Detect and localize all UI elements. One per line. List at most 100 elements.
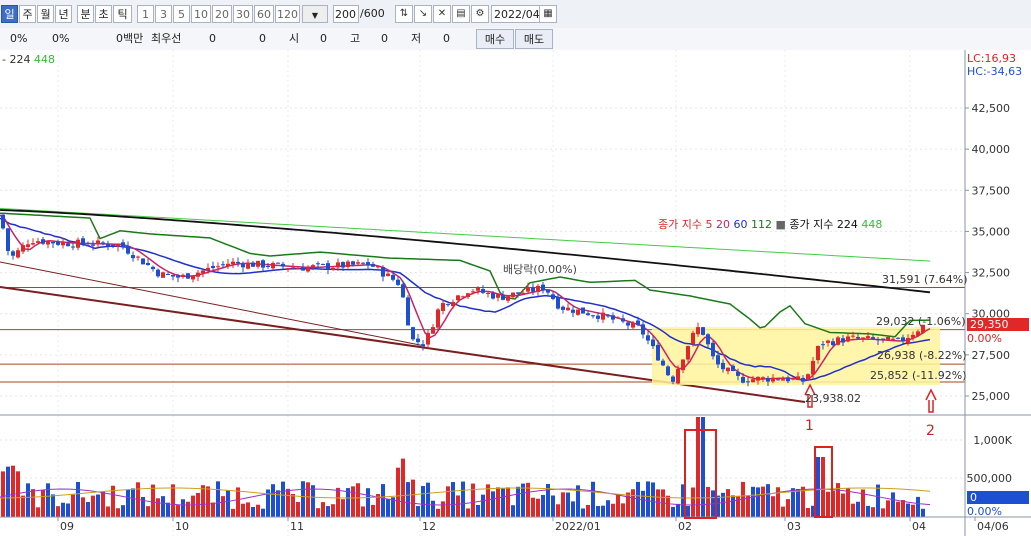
volume-bar	[251, 507, 255, 517]
volume-bar	[241, 503, 245, 517]
quote-bar: 0% 0% 0백만 최우선 0 0 시 0 고 0 저 0 매수 매도	[0, 28, 1031, 51]
candle-up	[791, 378, 795, 380]
volume-bar	[386, 498, 390, 517]
candle-up	[466, 293, 470, 298]
candle-up	[346, 261, 350, 268]
volume-bar	[881, 508, 885, 517]
volume-bar	[546, 483, 550, 517]
interval-3[interactable]: 3	[155, 5, 172, 23]
candle-up	[31, 243, 35, 245]
volume-bar	[306, 482, 310, 517]
candle-down	[186, 273, 190, 279]
change-pct-1: 0%	[10, 32, 28, 45]
candle-up	[231, 261, 235, 265]
volume-bar	[681, 484, 685, 517]
candle-up	[916, 331, 920, 336]
candle-up	[16, 250, 20, 258]
candle-up	[851, 335, 855, 337]
volume-bar	[791, 488, 795, 517]
candle-up	[286, 268, 290, 270]
volume-bar	[856, 501, 860, 517]
candle-down	[821, 344, 825, 346]
level-annotation-2: 29,032 (-1.06%)	[876, 315, 966, 328]
volume-bar	[916, 496, 920, 517]
interval-120[interactable]: 120	[275, 5, 300, 23]
candle-down	[591, 315, 595, 317]
tools-icon[interactable]: ✕	[433, 5, 451, 23]
volume-bar	[21, 495, 25, 517]
volume-bar	[91, 495, 95, 517]
volume-bar	[591, 481, 595, 517]
candle-up	[216, 266, 220, 268]
candle-down	[416, 338, 420, 343]
candle-down	[406, 297, 410, 326]
volume-bar	[726, 489, 730, 517]
volume-bar	[911, 504, 915, 517]
volume-pct: 0.00%	[967, 505, 1002, 518]
volume-bar	[146, 506, 150, 517]
period-second-tab[interactable]: 초	[95, 5, 112, 23]
interval-dropdown[interactable]: ▼	[302, 5, 328, 23]
volume-bar	[276, 490, 280, 517]
save-icon[interactable]: ▤	[452, 5, 470, 23]
candle-up	[526, 287, 530, 292]
calendar-icon[interactable]: ▦	[539, 5, 557, 23]
volume-bar	[771, 496, 775, 517]
volume-bar	[271, 484, 275, 517]
volume-bar	[121, 505, 125, 517]
interval-60[interactable]: 60	[254, 5, 274, 23]
volume-bar	[361, 506, 365, 517]
candle-up	[836, 337, 840, 345]
best-value-1: 0	[209, 32, 216, 45]
volume-ma-line-2	[0, 487, 931, 499]
draw-tool-icon[interactable]: ↘	[414, 5, 432, 23]
gear-icon[interactable]: ⚙	[471, 5, 489, 23]
candle-icon[interactable]: ⇅	[395, 5, 413, 23]
volume-bar	[296, 501, 300, 517]
count-input[interactable]: 200	[333, 5, 359, 23]
candle-up	[726, 367, 730, 372]
interval-1[interactable]: 1	[137, 5, 154, 23]
candle-up	[181, 274, 185, 278]
period-week-tab[interactable]: 주	[19, 5, 36, 23]
price-chart[interactable]: 42,500 40,000 37,500 35,000 32,500 30,000 27,5…	[0, 50, 1031, 536]
volume-bar	[541, 494, 545, 517]
interval-20[interactable]: 20	[212, 5, 232, 23]
volume-bar	[776, 487, 780, 517]
candle-down	[746, 381, 750, 383]
sell-button[interactable]: 매도	[515, 29, 553, 49]
volume-bar	[381, 484, 385, 517]
period-tick-tab[interactable]: 틱	[113, 5, 132, 23]
candle-down	[621, 318, 625, 322]
interval-5[interactable]: 5	[173, 5, 190, 23]
candle-down	[266, 265, 270, 267]
interval-10[interactable]: 10	[191, 5, 211, 23]
time-tick-label: 09	[60, 520, 74, 533]
candle-down	[596, 315, 600, 319]
ma112-line	[0, 212, 931, 338]
volume-bar	[656, 489, 660, 517]
candle-down	[516, 292, 520, 294]
buy-button[interactable]: 매수	[476, 29, 514, 49]
volume-bar	[451, 482, 455, 517]
candle-up	[806, 374, 810, 380]
volume-bar	[216, 481, 220, 517]
volume-bar	[561, 492, 565, 517]
period-minute-tab[interactable]: 분	[77, 5, 94, 23]
interval-30[interactable]: 30	[233, 5, 253, 23]
candle-down	[651, 339, 655, 347]
candle-down	[281, 263, 285, 267]
hc-label: HC:-34,63	[967, 65, 1023, 78]
volume-bar	[851, 503, 855, 517]
period-year-tab[interactable]: 년	[55, 5, 72, 23]
candle-up	[486, 293, 490, 295]
candle-down	[671, 376, 675, 382]
volume-bar	[1, 471, 5, 517]
period-day-tab[interactable]: 일	[1, 5, 18, 23]
candle-up	[26, 244, 30, 248]
volume-bar	[31, 489, 35, 517]
candle-down	[41, 239, 45, 244]
period-month-tab[interactable]: 월	[37, 5, 54, 23]
volume-bar	[521, 483, 525, 517]
volume-bar	[626, 492, 630, 517]
